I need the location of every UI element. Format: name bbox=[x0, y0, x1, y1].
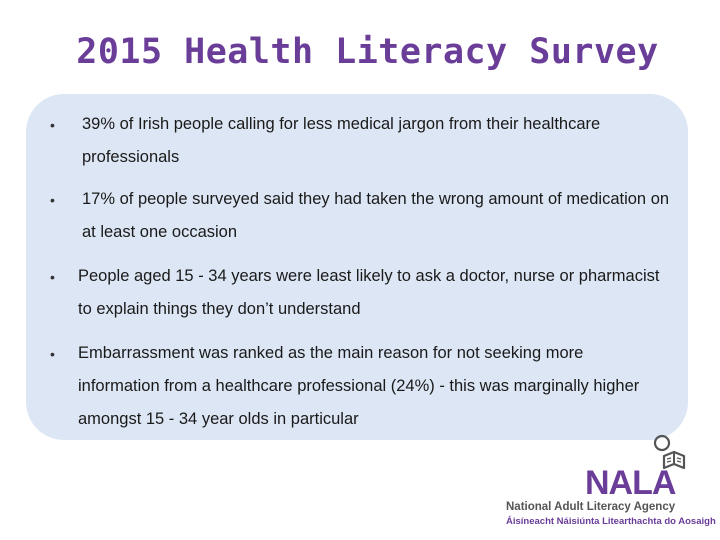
logo-english-name: National Adult Literacy Agency bbox=[506, 501, 676, 513]
content-panel bbox=[26, 94, 688, 440]
bullet-text: People aged 15 - 34 years were least lik… bbox=[78, 267, 660, 318]
bullet-text: 39% of Irish people calling for less med… bbox=[82, 115, 601, 166]
nala-logo: NALA National Adult Literacy Agency Áisí… bbox=[500, 434, 716, 534]
logo-irish-name: Áisíneacht Náisiúnta Litearthachta do Ao… bbox=[506, 516, 716, 527]
bullet-text: Embarrassment was ranked as the main rea… bbox=[78, 344, 640, 428]
bullet-marker: • bbox=[50, 117, 55, 133]
bullet-marker: • bbox=[50, 269, 55, 285]
reading-person-icon bbox=[653, 434, 686, 470]
bullet-text: 17% of people surveyed said they had tak… bbox=[82, 190, 670, 241]
slide-title: 2015 Health Literacy Survey bbox=[76, 32, 659, 72]
bullet-marker: • bbox=[50, 192, 55, 208]
bullet-marker: • bbox=[50, 346, 55, 362]
logo-wordmark: NALA bbox=[585, 464, 676, 502]
